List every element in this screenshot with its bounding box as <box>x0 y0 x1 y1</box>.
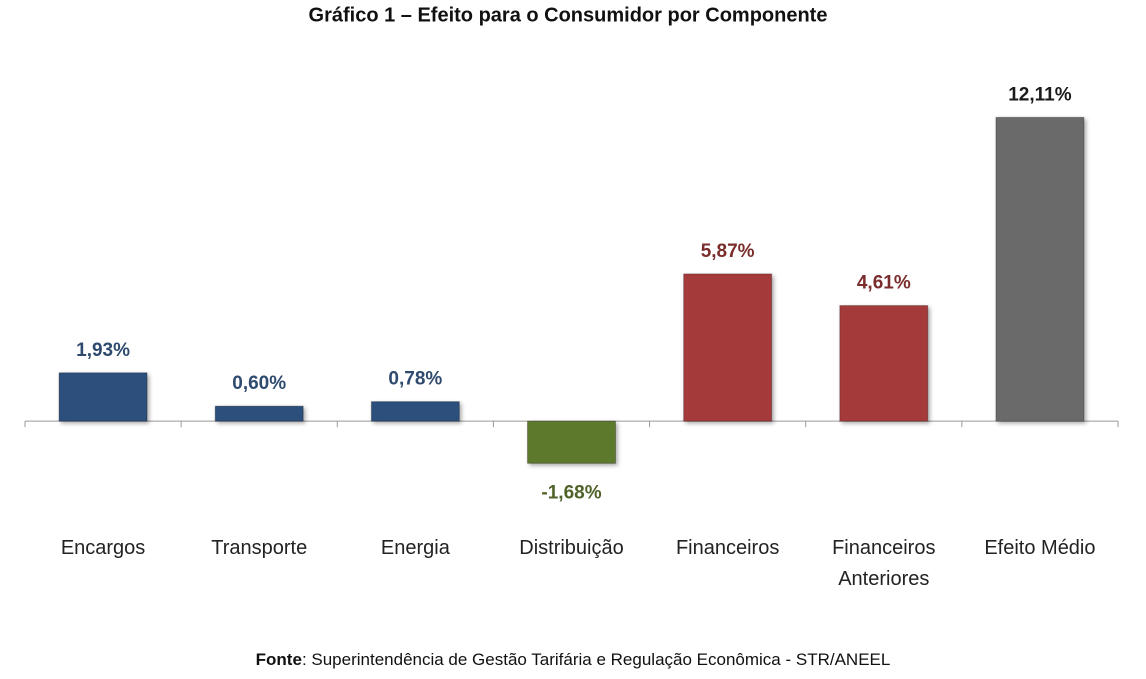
bar <box>683 273 773 422</box>
value-label: 4,61% <box>857 273 911 294</box>
x-tick-label: Financeiros Anteriores <box>832 537 936 590</box>
x-tick-label: Transporte <box>211 537 308 559</box>
value-label: 12,11% <box>1008 84 1071 105</box>
value-label: 1,93% <box>76 340 130 361</box>
value-label: 5,87% <box>701 241 755 262</box>
bar <box>370 401 460 422</box>
x-tick-label: Encargos <box>60 537 146 559</box>
source: Fonte: Superintendência de Gestão Tarifá… <box>0 650 1146 670</box>
value-label: 0,78% <box>388 369 442 390</box>
bar <box>527 420 616 464</box>
x-tick-label: Efeito Médio <box>984 537 1096 559</box>
chart-title: Gráfico 1 – Efeito para o Consumidor por… <box>309 4 828 26</box>
bar <box>839 305 929 422</box>
source-text: : Superintendência de Gestão Tarifária e… <box>301 650 891 669</box>
x-tick-label: Financeiros <box>675 537 780 559</box>
value-label: 0,60% <box>232 373 286 394</box>
x-tick-label: Energia <box>380 537 450 559</box>
bar <box>58 372 148 422</box>
bar <box>214 405 304 422</box>
bar <box>995 116 1085 422</box>
x-tick-label: Distribuição <box>519 537 624 559</box>
value-label: -1,68% <box>541 482 601 503</box>
source-label: Fonte <box>255 650 302 669</box>
